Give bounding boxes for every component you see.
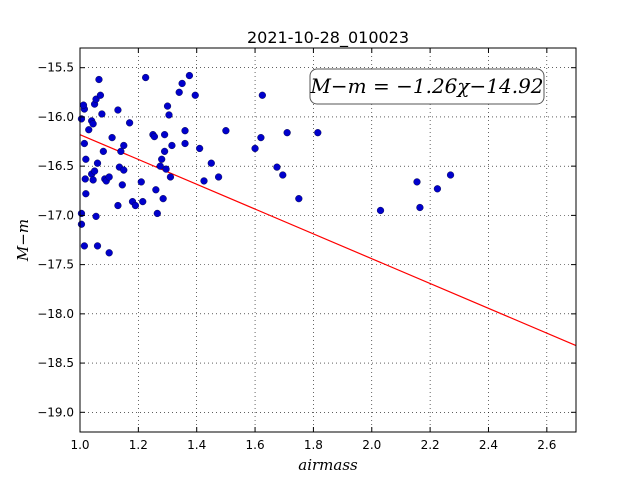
x-tick-label: 1.2 [129,438,148,452]
data-point [105,249,113,257]
x-tick-label: 1.4 [187,438,206,452]
data-point [295,195,303,203]
data-point [200,177,208,185]
data-point [139,198,147,206]
data-point [82,155,90,163]
data-point [89,176,97,184]
data-point [251,144,259,153]
data-point [81,175,89,183]
x-tick-label: 2.2 [421,438,440,452]
fit-annotation: M−m = −1.26χ−14.92 [309,68,545,105]
data-point [178,79,186,88]
grid [79,48,576,432]
data-point [120,166,128,174]
data-point [117,147,125,155]
y-tick-label: −19.0 [37,405,74,419]
data-point [181,127,189,135]
data-point [214,173,223,181]
data-point [161,147,169,155]
data-point [120,141,128,150]
data-point [191,91,199,99]
y-tick-label: −17.0 [37,208,74,222]
data-point [156,162,164,170]
data-point [98,110,106,118]
x-tick-label: 2.0 [362,438,381,452]
data-point [413,178,421,186]
y-tick-label: −18.0 [37,307,74,321]
data-point [89,120,97,128]
x-tick-label: 1.0 [70,438,89,452]
data-point [142,73,150,82]
data-point [159,195,167,203]
data-point [114,106,122,114]
data-point [137,178,145,186]
x-tick-label: 1.6 [246,438,265,452]
data-point [222,127,230,135]
data-point [82,190,90,198]
data-point [181,139,189,148]
data-point [279,171,287,179]
data-point [153,209,161,218]
data-points [77,71,455,257]
y-tick-label: −16.0 [37,110,74,124]
annotation-box [309,68,545,105]
data-point [163,102,172,110]
data-point [273,163,281,171]
data-point [150,133,159,141]
data-point [80,242,88,250]
data-point [207,159,215,167]
data-point [376,206,385,215]
data-point [314,129,322,137]
data-point [114,201,122,210]
data-point [165,111,173,119]
data-point [446,171,455,179]
y-tick-label: −18.5 [37,356,74,370]
data-point [95,75,103,84]
x-axis-title: airmass [298,456,358,474]
x-tick-label: 2.4 [479,438,498,452]
annotation-text: M−m = −1.26χ−14.92 [309,74,543,98]
data-point [85,126,93,134]
chart-title: 2021-10-28_010023 [247,28,409,48]
data-point [77,220,86,228]
y-tick-label: −16.5 [37,159,74,173]
data-point [126,119,134,127]
data-point [166,173,175,181]
data-point [96,91,105,99]
data-point [257,134,265,142]
data-point [79,101,88,109]
data-point [131,201,140,210]
data-point [283,129,291,137]
data-point [162,165,170,173]
data-point [105,173,113,181]
data-point [258,91,266,99]
data-point [93,242,102,250]
data-point [185,71,194,80]
data-point [161,131,169,139]
x-tick-label: 1.8 [304,438,323,452]
data-point [168,141,176,150]
plot-frame [79,47,577,433]
data-point [416,203,424,212]
axis-ticks: 1.0 1.2 1.4 1.6 1.8 2.0 2.2 2.4 2.6 −15.5 −16.0 −16… [37,48,576,452]
data-point [108,134,116,142]
data-point [90,167,99,175]
data-point [175,88,183,96]
data-point [433,185,442,193]
data-point [92,212,100,220]
data-point [99,147,107,155]
x-tick-label: 2.6 [537,438,556,452]
data-point [118,181,126,189]
data-point [93,159,102,167]
y-tick-label: −15.5 [37,61,74,75]
y-tick-label: −17.5 [37,258,74,272]
data-point [158,155,166,163]
data-point [80,139,88,148]
y-axis-title: M−m [14,219,32,262]
data-point [196,144,204,153]
data-point [152,186,160,194]
